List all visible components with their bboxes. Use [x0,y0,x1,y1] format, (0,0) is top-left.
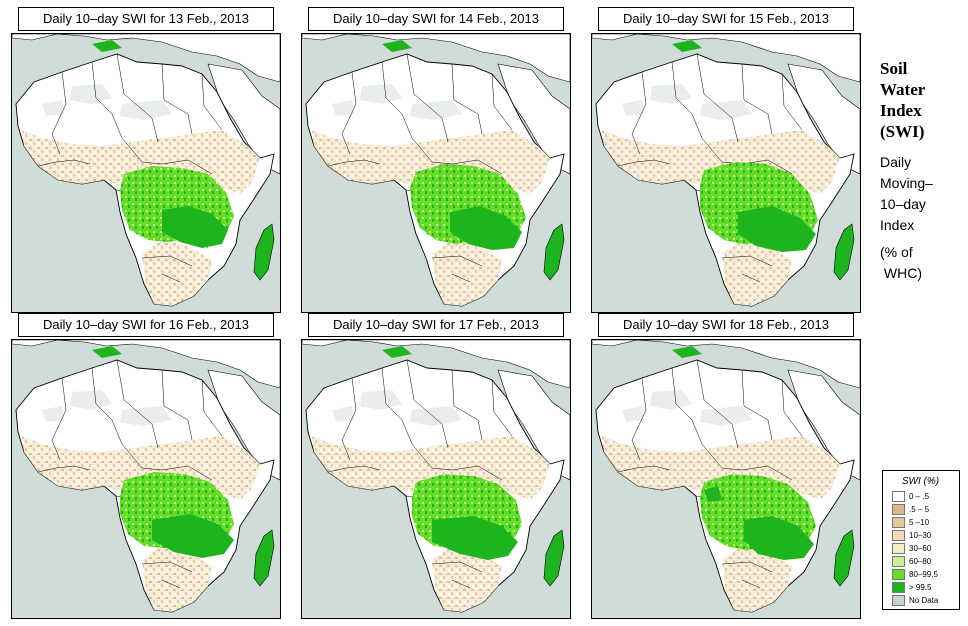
legend-swatch [892,569,905,580]
legend-swatch [892,504,905,515]
legend-swatch [892,530,905,541]
side-subtitle-line: 10–day [880,196,926,212]
legend-label: 80–99.5 [909,570,938,579]
legend-label: 30–60 [909,544,932,553]
panel-title: Daily 10–day SWI for 13 Feb., 2013 [18,7,274,31]
legend-title: SWI (%) [901,476,940,487]
map-frame [301,339,571,619]
panel-title: Daily 10–day SWI for 18 Feb., 2013 [598,313,854,337]
legend-label: 60–80 [909,557,932,566]
legend-label: > 99.5 [909,583,932,592]
map-frame [11,339,281,619]
panel-title: Daily 10–day SWI for 14 Feb., 2013 [308,7,564,31]
legend: SWI (%) 0 – .5 .5 – 5 5 –10 10–30 30–60 … [882,470,960,610]
side-title-line: Water [880,80,926,99]
side-unit-line: WHC) [880,265,922,281]
legend-label: No Data [909,596,939,605]
legend-label: 10–30 [909,531,932,540]
side-subtitle-line: Daily [880,154,912,170]
side-subtitle-line: Moving– [880,175,933,191]
side-title-line: (SWI) [880,122,925,141]
map-frame [591,33,861,313]
legend-swatch [892,517,905,528]
legend-item: 60–80 [892,555,953,568]
legend-item: 0 – .5 [892,490,953,503]
side-unit-line: (% of [880,244,913,260]
side-title: Soil Water Index (SWI) [880,58,925,142]
legend-swatch [892,543,905,554]
side-subtitle: Daily Moving– 10–day Index [880,152,933,236]
legend-item: .5 – 5 [892,503,953,516]
legend-swatch [892,595,905,606]
legend-swatch [892,556,905,567]
side-unit: (% of WHC) [880,242,922,284]
side-subtitle-line: Index [880,217,915,233]
legend-label: 5 –10 [909,518,930,527]
map-frame [11,33,281,313]
legend-item: 30–60 [892,542,953,555]
legend-label: .5 – 5 [909,505,930,514]
map-frame [591,339,861,619]
panel-title: Daily 10–day SWI for 15 Feb., 2013 [598,7,854,31]
legend-item: > 99.5 [892,581,953,594]
legend-item: No Data [892,594,953,607]
side-title-line: Soil [880,59,908,78]
legend-item: 80–99.5 [892,568,953,581]
legend-item: 5 –10 [892,516,953,529]
side-title-line: Index [880,101,922,120]
legend-swatch [892,491,905,502]
panel-title: Daily 10–day SWI for 17 Feb., 2013 [308,313,564,337]
legend-label: 0 – .5 [909,492,930,501]
map-frame [301,33,571,313]
legend-item: 10–30 [892,529,953,542]
legend-swatch [892,582,905,593]
panel-title: Daily 10–day SWI for 16 Feb., 2013 [18,313,274,337]
africa-map [302,340,570,613]
